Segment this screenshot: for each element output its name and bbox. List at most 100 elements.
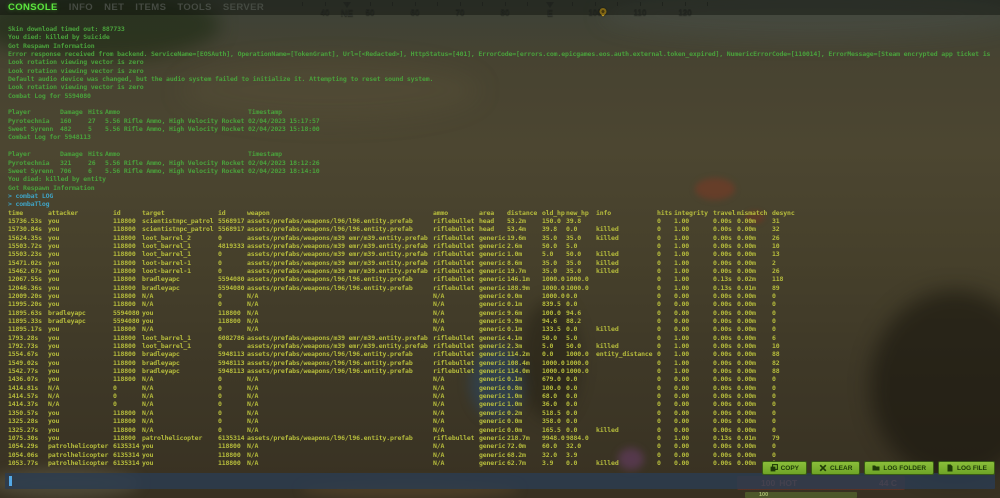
cell: you (48, 325, 60, 334)
cell: 36.0 (542, 400, 558, 409)
console-copy-button[interactable]: COPY (761, 461, 808, 475)
cell: 0 (657, 275, 661, 284)
cell: 165.5 (542, 425, 561, 434)
cell: 0.00m (737, 308, 756, 317)
cell: 5948113 (218, 350, 245, 359)
console-line: Combat Log for 5948113 (8, 133, 91, 142)
console-blank-line (8, 142, 1000, 150)
combatlog-table-row: 1414.81s N/A 0 N/A 0 N/A N/A generic 0.8m 100.0 0.… (8, 384, 1000, 392)
input-cursor (9, 476, 12, 486)
cell: 118800 (113, 225, 136, 234)
cell: 0 (772, 308, 776, 317)
cell: 1542.77s (8, 367, 39, 376)
combatlog-table-row: 1054.29s patrolhelicopter 6135314 you 118800… (8, 442, 1000, 450)
cell: 0 (657, 241, 661, 250)
cell: 1000.0 (542, 283, 565, 292)
cell: 5.56 Rifle Ammo, High Velocity Rocket (105, 166, 245, 175)
cell: 118800 (113, 325, 136, 334)
combatlog-table-row: 15736.53s you 118800 scientistnpc_patrol 556… (8, 217, 1000, 225)
cell: you (48, 250, 60, 259)
cell: 0 (772, 392, 776, 401)
cell: 1.00 (674, 433, 690, 442)
compass-label: 40 (320, 8, 330, 17)
cell: 218.7m (507, 433, 530, 442)
tab-net[interactable]: NET (104, 2, 125, 13)
console-input[interactable] (5, 473, 995, 489)
console-clear-button[interactable]: CLEAR (811, 461, 861, 475)
combatlog-table-row: 11995.20s you 118800 N/A 0 N/A N/A generic 0.1m 8… (8, 300, 1000, 308)
cell: generic (479, 367, 506, 376)
cell: generic (479, 292, 506, 300)
cell: 0.00 (674, 292, 690, 300)
cell: 5594080 (218, 283, 245, 292)
cell: 0 (218, 425, 222, 434)
cell: 118800 (113, 258, 136, 267)
cell: 0.00 (674, 375, 690, 384)
cell: 1.0m (507, 250, 523, 259)
cell: you (142, 450, 154, 459)
tab-items[interactable]: ITEMS (135, 2, 167, 13)
console-log-folder-button[interactable]: LOG FOLDER (864, 461, 935, 475)
file-icon (946, 464, 954, 472)
cell: generic (479, 266, 506, 275)
cell: 1.00 (674, 342, 690, 351)
cell: 118800 (113, 216, 136, 225)
cell: 0 (218, 392, 222, 401)
cell: 32 (772, 225, 780, 234)
cell: Ammo (105, 108, 121, 117)
cell: 160 (60, 116, 72, 125)
cell: distance (507, 208, 538, 217)
tab-info[interactable]: INFO (68, 2, 94, 13)
cell: you (48, 333, 60, 342)
console-log-file-button[interactable]: LOG FILE (938, 461, 995, 475)
cell: bradleyapc (142, 275, 180, 284)
cell: 0 (772, 417, 776, 426)
cell: you (142, 317, 154, 326)
cell: 68.0 (542, 392, 558, 401)
cell: 0.00m (737, 333, 756, 342)
tab-console[interactable]: CONSOLE (8, 2, 58, 13)
cell: killed (596, 258, 619, 267)
cell: 53.4m (507, 225, 526, 234)
combatlog-table-row: 11895.63s bradleyapc 5594080 you 118800 N/A N/… (8, 309, 1000, 317)
cell: generic (479, 375, 506, 384)
cell: 0.00s (713, 325, 732, 334)
cell: riflebullet (433, 258, 475, 267)
cell: 0.00m (737, 392, 756, 401)
cell: riflebullet (433, 333, 475, 342)
cell: 6135314 (113, 442, 140, 451)
cell (596, 409, 657, 417)
button-label: COPY (780, 464, 800, 472)
cell: assets/prefabs/weapons/m39 emr/m39.entit… (247, 342, 428, 351)
cell: 5568917 (218, 216, 245, 225)
compass-label: E (546, 8, 554, 18)
cell: 5.56 Rifle Ammo, High Velocity Rocket (105, 158, 245, 167)
cell: 0.0 (566, 408, 578, 417)
tab-tools[interactable]: TOOLS (177, 2, 212, 13)
cell: 0.00m (737, 325, 756, 334)
cell: you (48, 433, 60, 442)
cell: 839.5 (542, 300, 561, 309)
combatlog-table-row: 1350.57s you 118800 N/A 0 N/A N/A generic 0.2m 51… (8, 409, 1000, 417)
cell: 0 (113, 392, 117, 401)
cell: 0.00s (713, 425, 732, 434)
cell: killed (596, 425, 619, 434)
cell: target (142, 208, 165, 217)
compass-label: 100 (588, 8, 602, 17)
cell: 19.7m (507, 266, 526, 275)
cell: 26 (772, 266, 780, 275)
cell: N/A (142, 400, 154, 409)
cell: N/A (433, 325, 445, 334)
tab-server[interactable]: SERVER (222, 2, 265, 13)
cell: generic (479, 442, 506, 451)
compass-tick (324, 2, 326, 6)
cell: 0.00s (713, 317, 732, 326)
cell: riflebullet (433, 350, 475, 359)
console-line: Skin download timed out: 887733 (8, 25, 125, 33)
red-flowers (695, 178, 735, 200)
cell (596, 334, 657, 342)
cell: 0.00s (713, 408, 732, 417)
cell: bradleyapc (48, 308, 86, 317)
combatlog-table-row: 1075.30s you 118800 patrolhelicopter 6135314… (8, 434, 1000, 442)
cell: you (48, 266, 60, 275)
